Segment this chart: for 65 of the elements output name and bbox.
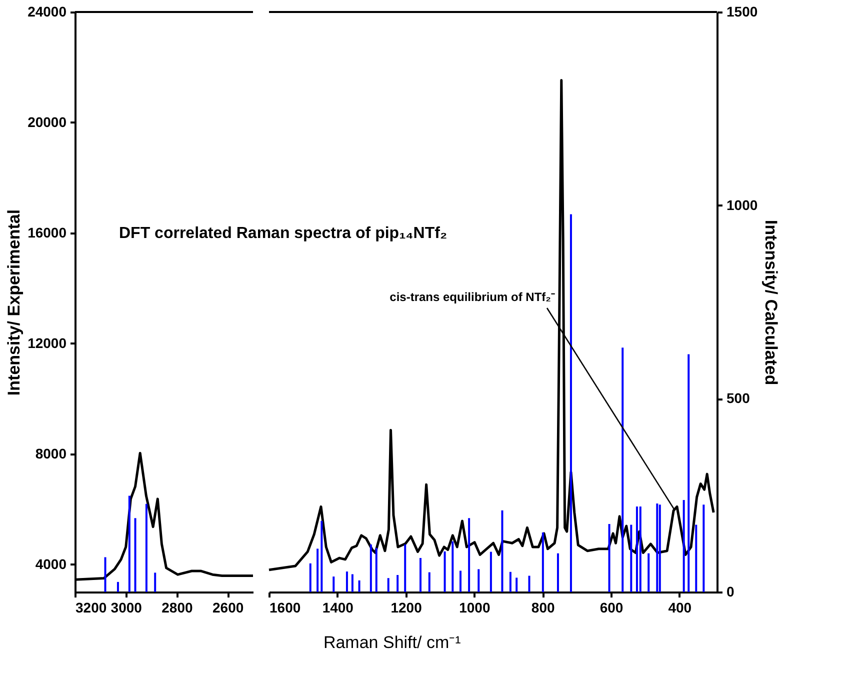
- bar: [460, 570, 462, 592]
- annotation: cis-trans equilibrium of NTf₂⁻: [390, 290, 555, 304]
- bar: [542, 532, 544, 592]
- x-tick-label: 3000: [110, 600, 142, 616]
- bar: [682, 500, 685, 592]
- bar: [320, 520, 323, 592]
- x-tick-label: 2600: [212, 600, 244, 616]
- y2-tick-label: 1000: [726, 196, 758, 213]
- bar: [636, 506, 638, 592]
- bar: [622, 348, 624, 592]
- y-tick-label: 4000: [35, 556, 67, 572]
- x-axis-title: Raman Shift/ cm⁻¹: [323, 633, 462, 652]
- bar: [630, 524, 632, 592]
- bar: [695, 524, 698, 592]
- bar: [648, 553, 650, 592]
- bar: [351, 574, 354, 592]
- x-tick-label: 1600: [270, 600, 301, 616]
- bar: [420, 558, 422, 592]
- x-tick-label: 2800: [162, 600, 193, 616]
- bar: [478, 569, 480, 592]
- x-tick-label: 1000: [459, 600, 490, 616]
- annotation: DFT correlated Raman spectra of pip₁₄NTf₂: [119, 225, 448, 242]
- bar: [396, 574, 399, 592]
- x-tick-label: 3200: [76, 600, 107, 616]
- bar: [658, 504, 661, 592]
- bar: [468, 518, 470, 592]
- y-tick-label: 20000: [28, 114, 67, 130]
- bar: [639, 506, 642, 592]
- y-tick-label: 12000: [28, 334, 67, 351]
- bar: [346, 572, 348, 592]
- bar: [387, 578, 390, 592]
- y-tick-label: 8000: [35, 445, 67, 462]
- bar: [375, 548, 378, 592]
- bar: [516, 578, 518, 592]
- bar: [528, 576, 530, 592]
- bar: [501, 510, 504, 592]
- bar: [444, 551, 446, 592]
- x-tick-label: 600: [600, 600, 624, 616]
- y-tick-label: 16000: [28, 224, 67, 240]
- x-tick-label: 1200: [390, 600, 422, 616]
- bar: [452, 541, 454, 592]
- y2-tick-label: 1500: [726, 4, 758, 20]
- bar: [404, 544, 406, 592]
- bar: [608, 524, 610, 592]
- bar: [490, 552, 492, 592]
- bar: [309, 563, 312, 592]
- y2-tick-label: 500: [726, 390, 750, 406]
- bar: [332, 576, 335, 592]
- bar: [509, 572, 512, 592]
- y-axis-title: Intensity/ Experimental: [4, 209, 24, 396]
- bar: [358, 580, 360, 592]
- bar: [570, 214, 572, 592]
- y2-axis-title: Intensity/ Calculated: [762, 220, 781, 386]
- bar: [556, 553, 559, 592]
- bar: [316, 548, 319, 592]
- bar: [428, 572, 430, 592]
- bar: [370, 544, 372, 592]
- bar: [702, 504, 705, 592]
- bar: [688, 354, 690, 592]
- x-tick-label: 1400: [322, 600, 354, 616]
- x-tick-label: 800: [531, 600, 555, 616]
- bar: [656, 503, 658, 592]
- y2-tick-label: 0: [726, 584, 734, 600]
- x-tick-label: 400: [668, 600, 692, 616]
- y-tick-label: 24000: [28, 4, 67, 20]
